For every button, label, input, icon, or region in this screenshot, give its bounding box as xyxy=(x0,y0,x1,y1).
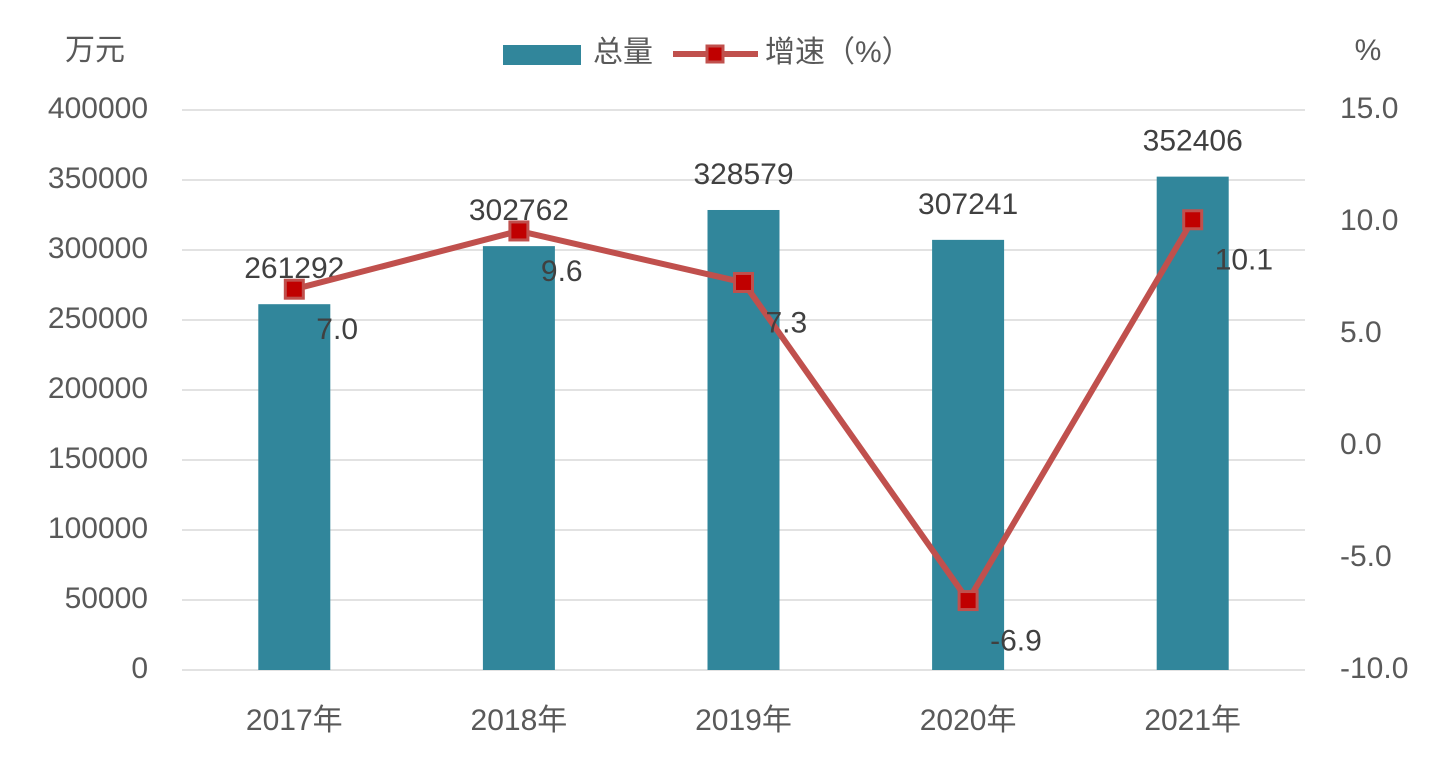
y2-tick-label: 0.0 xyxy=(1340,428,1382,461)
data-label: 7.3 xyxy=(766,306,808,339)
marker xyxy=(1182,209,1204,231)
y2-tick-label: 5.0 xyxy=(1340,316,1382,349)
data-label: 10.1 xyxy=(1215,244,1273,277)
y-tick-label: 350000 xyxy=(48,162,148,195)
marker xyxy=(733,271,754,293)
marker xyxy=(508,220,530,242)
y2-tick-label: 15.0 xyxy=(1340,92,1398,125)
y-tick-label: 250000 xyxy=(48,302,148,335)
y-tick-label: 150000 xyxy=(48,442,148,475)
marker xyxy=(957,590,979,612)
x-tick-label: 2019年 xyxy=(695,704,792,737)
x-tick-label: 2017年 xyxy=(246,704,343,737)
bar xyxy=(482,246,555,671)
data-label: 328579 xyxy=(693,158,793,191)
data-label: 7.0 xyxy=(316,313,358,346)
data-label: -6.9 xyxy=(990,624,1042,657)
y-tick-label: 300000 xyxy=(48,232,148,265)
y-tick-label: 400000 xyxy=(48,92,148,125)
data-label: 9.6 xyxy=(541,255,583,288)
y-axis-label: 万元 xyxy=(65,34,125,67)
y2-axis-label: % xyxy=(1355,34,1382,67)
marker xyxy=(283,278,305,300)
y2-tick-label: 10.0 xyxy=(1340,204,1398,237)
bar xyxy=(258,304,331,670)
legend-label: 增速（%） xyxy=(765,36,912,69)
data-label: 307241 xyxy=(918,188,1018,221)
legend-marker xyxy=(705,44,725,64)
y-tick-label: 0 xyxy=(131,652,148,685)
y-tick-label: 50000 xyxy=(65,582,148,615)
x-tick-label: 2021年 xyxy=(1144,704,1241,737)
x-tick-label: 2018年 xyxy=(471,704,568,737)
y2-tick-label: -10.0 xyxy=(1340,652,1408,685)
y-tick-label: 200000 xyxy=(48,372,148,405)
y2-tick-label: -5.0 xyxy=(1340,540,1392,573)
legend-swatch xyxy=(503,45,581,65)
y-tick-label: 100000 xyxy=(48,512,148,545)
data-label: 352406 xyxy=(1143,125,1243,158)
x-tick-label: 2020年 xyxy=(920,704,1017,737)
legend-label: 总量 xyxy=(593,36,653,69)
